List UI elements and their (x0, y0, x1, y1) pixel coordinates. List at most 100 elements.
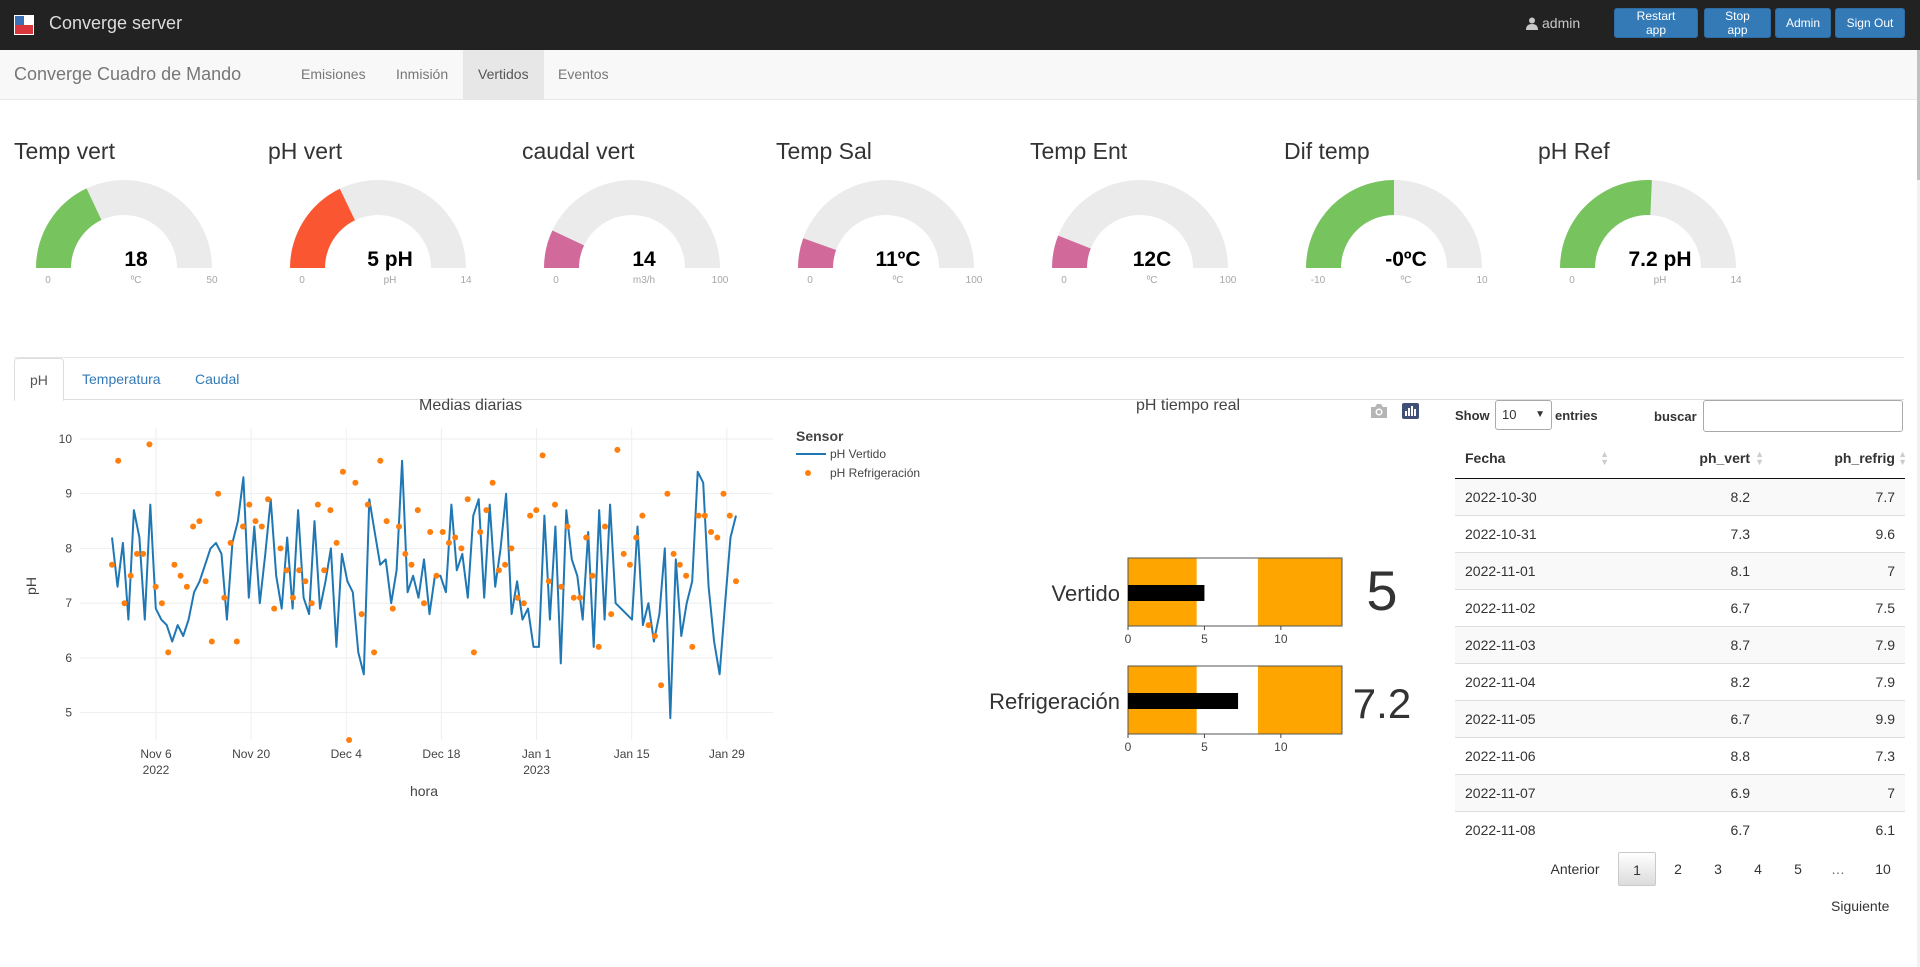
scatter-point[interactable] (489, 479, 496, 486)
scatter-point[interactable] (146, 441, 153, 448)
bullet-bar[interactable] (1128, 585, 1205, 601)
scatter-point[interactable] (483, 507, 490, 514)
scatter-point[interactable] (595, 643, 602, 650)
scatter-point[interactable] (134, 550, 140, 557)
scatter-point[interactable] (333, 539, 340, 546)
pagination-page-4[interactable]: 4 (1754, 861, 1762, 877)
scatter-point[interactable] (339, 468, 346, 475)
scatter-point[interactable] (614, 446, 621, 453)
tab-ph[interactable]: pH (14, 358, 64, 401)
table-row[interactable]: 2022-11-01 8.1 7 (1455, 551, 1905, 589)
scatter-point[interactable] (708, 529, 714, 535)
scatter-point[interactable] (651, 633, 658, 639)
stop-app-button[interactable]: Stop app (1704, 8, 1771, 38)
legend-item-refrigeracion[interactable]: pH Refrigeración (796, 463, 920, 482)
user-menu[interactable]: admin (1526, 15, 1580, 31)
scatter-point[interactable] (552, 501, 558, 508)
scatter-point[interactable] (589, 572, 596, 579)
dashboard-brand[interactable]: Converge Cuadro de Mando (14, 64, 242, 84)
scatter-point[interactable] (265, 496, 271, 503)
scatter-point[interactable] (377, 457, 384, 464)
camera-icon[interactable] (1370, 403, 1388, 419)
scatter-point[interactable] (109, 561, 115, 568)
pagination-page-5[interactable]: 5 (1794, 861, 1802, 877)
scatter-point[interactable] (233, 638, 240, 645)
scatter-point[interactable] (577, 594, 583, 601)
plotly-logo-icon[interactable] (1402, 403, 1419, 419)
page-scrollbar[interactable] (1917, 50, 1920, 967)
scatter-point[interactable] (165, 649, 172, 656)
scatter-point[interactable] (433, 572, 440, 579)
pagination-page-1[interactable]: 1 (1618, 852, 1656, 886)
scatter-point[interactable] (115, 457, 122, 464)
scatter-point[interactable] (240, 523, 246, 530)
scatter-point[interactable] (227, 539, 234, 546)
scatter-point[interactable] (290, 594, 296, 601)
scatter-point[interactable] (683, 572, 690, 579)
scatter-point[interactable] (171, 561, 178, 568)
scatter-point[interactable] (695, 512, 702, 519)
scatter-point[interactable] (358, 611, 365, 618)
column-header-fecha[interactable]: Fecha ▲ ▼ (1455, 438, 1615, 479)
scatter-point[interactable] (714, 534, 721, 541)
restart-app-button[interactable]: Restart app (1614, 8, 1698, 38)
nav-item-eventos[interactable]: Eventos (558, 66, 609, 82)
scatter-point[interactable] (140, 550, 147, 557)
nav-item-emisiones[interactable]: Emisiones (301, 66, 366, 82)
scatter-point[interactable] (464, 496, 471, 503)
scatter-point[interactable] (558, 583, 565, 590)
scatter-point[interactable] (152, 583, 159, 590)
scatter-point[interactable] (371, 649, 378, 656)
table-row[interactable]: 2022-11-08 6.7 6.1 (1455, 810, 1905, 848)
scatter-point[interactable] (346, 737, 353, 743)
scatter-point[interactable] (277, 545, 284, 552)
scatter-point[interactable] (364, 501, 371, 508)
scatter-point[interactable] (689, 643, 696, 650)
scatter-point[interactable] (602, 523, 608, 530)
scatter-point[interactable] (608, 611, 615, 618)
scatter-point[interactable] (508, 545, 515, 552)
scatter-point[interactable] (321, 567, 328, 574)
scrollbar-thumb[interactable] (1917, 50, 1920, 180)
scatter-point[interactable] (258, 523, 265, 530)
scatter-point[interactable] (645, 622, 652, 629)
scatter-point[interactable] (658, 682, 665, 689)
entries-select[interactable]: 10 ▼ (1495, 400, 1552, 430)
scatter-point[interactable] (664, 490, 671, 497)
pagination-page-2[interactable]: 2 (1674, 861, 1682, 877)
scatter-point[interactable] (502, 561, 509, 568)
scatter-point[interactable] (196, 518, 203, 525)
table-row[interactable]: 2022-11-05 6.7 9.9 (1455, 699, 1905, 737)
scatter-point[interactable] (676, 561, 683, 568)
scatter-point[interactable] (726, 512, 733, 519)
scatter-point[interactable] (271, 605, 278, 612)
scatter-point[interactable] (308, 600, 315, 607)
scatter-point[interactable] (396, 523, 402, 530)
bullet-bar[interactable] (1128, 693, 1239, 709)
scatter-point[interactable] (414, 507, 421, 514)
table-row[interactable]: 2022-11-06 8.8 7.3 (1455, 736, 1905, 774)
scatter-point[interactable] (121, 600, 128, 607)
scatter-point[interactable] (527, 512, 534, 519)
scatter-point[interactable] (720, 490, 727, 497)
scatter-point[interactable] (583, 534, 590, 541)
scatter-point[interactable] (439, 529, 446, 535)
scatter-point[interactable] (352, 479, 359, 486)
scatter-point[interactable] (477, 529, 484, 535)
tab-temperatura[interactable]: Temperatura (82, 371, 161, 387)
table-row[interactable]: 2022-10-30 8.2 7.7 (1455, 477, 1905, 515)
nav-item-inmision[interactable]: Inmisión (396, 66, 449, 82)
scatter-point[interactable] (470, 649, 477, 656)
scatter-point[interactable] (177, 572, 184, 579)
table-row[interactable]: 2022-11-03 8.7 7.9 (1455, 625, 1905, 663)
scatter-point[interactable] (215, 490, 222, 497)
scatter-point[interactable] (520, 600, 527, 607)
nav-item-vertidos[interactable]: Vertidos (463, 50, 544, 99)
scatter-point[interactable] (514, 594, 521, 601)
scatter-point[interactable] (302, 578, 309, 585)
scatter-point[interactable] (639, 512, 646, 519)
table-row[interactable]: 2022-11-04 8.2 7.9 (1455, 662, 1905, 700)
sign-out-button[interactable]: Sign Out (1835, 8, 1905, 38)
series-line-ph-vertido[interactable] (111, 459, 737, 720)
scatter-point[interactable] (633, 534, 640, 541)
